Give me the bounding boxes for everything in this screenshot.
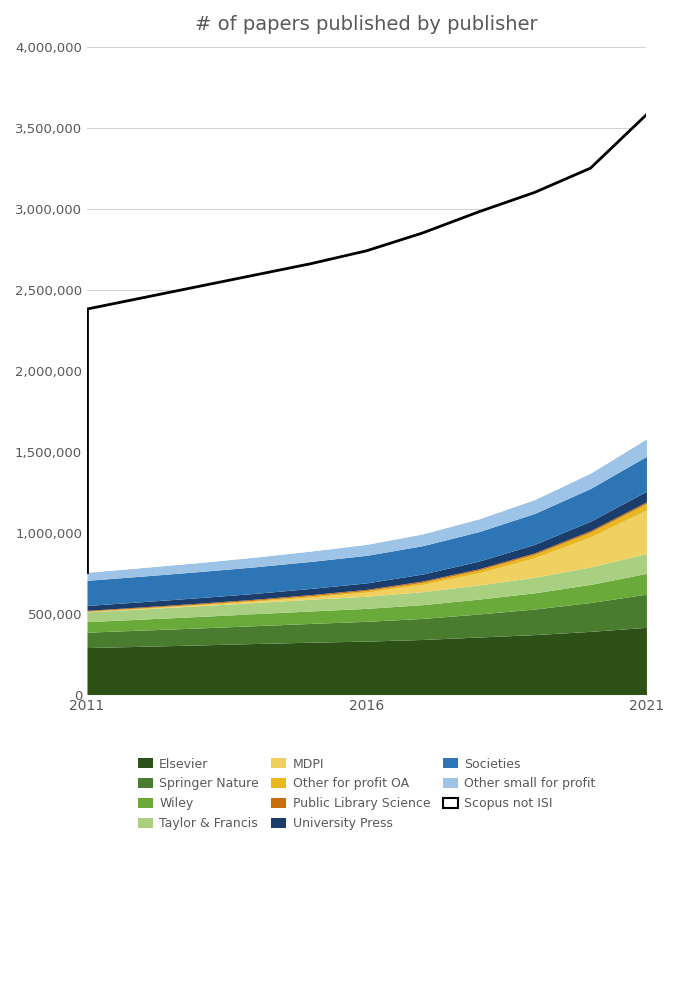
Title: # of papers published by publisher: # of papers published by publisher bbox=[196, 15, 538, 34]
Legend: Elsevier, Springer Nature, Wiley, Taylor & Francis, MDPI, Other for profit OA, P: Elsevier, Springer Nature, Wiley, Taylor… bbox=[133, 753, 600, 835]
